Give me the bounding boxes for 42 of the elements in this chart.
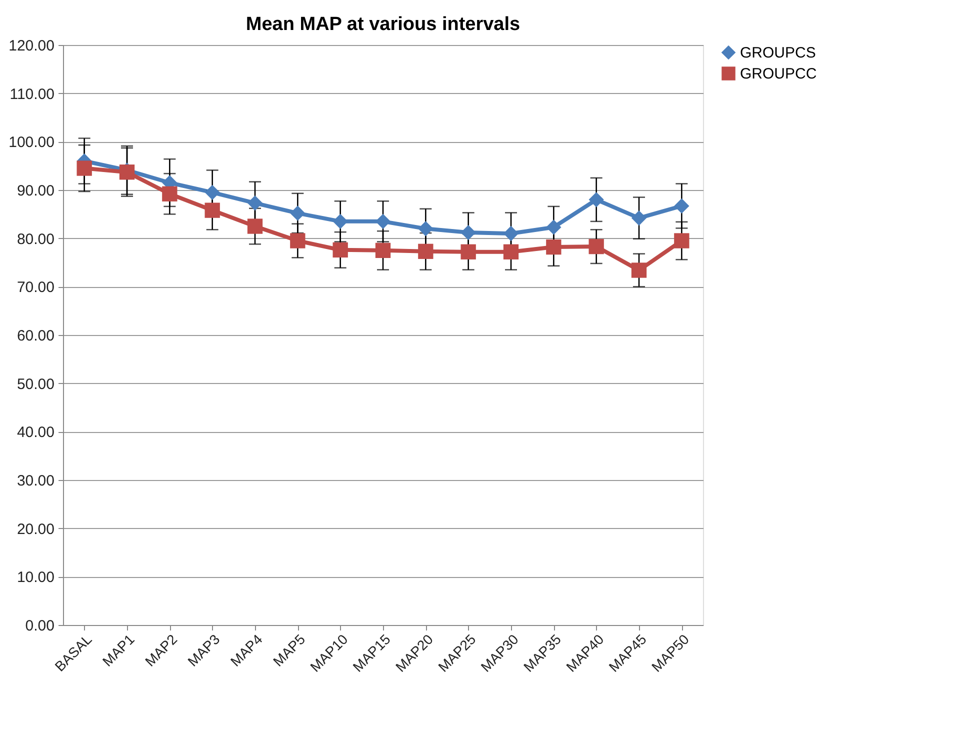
y-tick-label: 110.00: [10, 86, 54, 103]
point: [674, 198, 690, 214]
point: [631, 210, 647, 226]
point: [460, 244, 476, 260]
point: [546, 220, 562, 235]
point: [546, 239, 562, 255]
point: [290, 233, 306, 248]
point: [290, 206, 306, 221]
point: [418, 221, 434, 236]
y-tick-label: 0.00: [25, 618, 54, 634]
point: [588, 238, 604, 254]
point: [503, 244, 519, 260]
point: [418, 244, 434, 259]
point: [375, 214, 391, 229]
point: [674, 233, 690, 248]
y-tick-label: 100.00: [8, 134, 54, 152]
y-tick-label: 20.00: [16, 520, 54, 538]
point: [503, 226, 519, 242]
point: [375, 242, 391, 258]
point: [162, 186, 178, 202]
y-tick-label: 60.00: [16, 328, 54, 344]
y-tick-label: 40.00: [16, 424, 54, 442]
point: [76, 160, 92, 176]
point: [460, 224, 476, 240]
legend-label: GROUPCS: [740, 44, 816, 62]
point: [332, 242, 348, 258]
point: [204, 184, 220, 200]
y-tick-label: 30.00: [16, 472, 54, 490]
point: [247, 218, 263, 234]
point: [332, 214, 348, 229]
y-tick-label: 70.00: [16, 279, 54, 296]
y-tick-label: 120.00: [8, 38, 54, 54]
point: [631, 262, 647, 278]
legend-label: GROUPCC: [740, 66, 817, 82]
point: [204, 202, 220, 218]
chart-title: Mean MAP at various intervals: [246, 14, 520, 35]
y-tick-label: 90.00: [16, 182, 54, 200]
y-tick-label: 80.00: [16, 230, 54, 248]
point: [247, 195, 263, 211]
y-tick-label: 50.00: [16, 376, 54, 393]
y-tick-label: 10.00: [16, 569, 54, 586]
point: [588, 192, 604, 208]
